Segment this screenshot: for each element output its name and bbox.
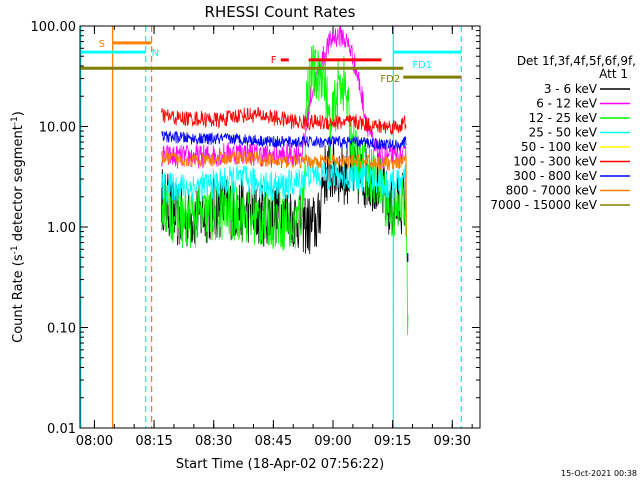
x-axis-label: Start Time (18-Apr-02 07:56:22) (176, 457, 384, 472)
axes: 08:00 08:15 08:30 08:45 09:00 09:15 09:30 0.01 0… (31, 20, 480, 449)
y-tick-label: 100.00 (31, 20, 77, 35)
y-axis-label-prefix: Count Rate (s (11, 254, 26, 343)
series-line-12-25-kev (161, 45, 409, 335)
x-tick-label: 09:00 (314, 434, 351, 449)
legend-label-800-7000-kev: 800 - 7000 keV (506, 184, 598, 198)
plot-area (80, 25, 462, 428)
legend-header-line1: Det 1f,3f,4f,5f,6f,9f, (517, 54, 636, 68)
y-tick-label: 0.10 (47, 322, 76, 337)
legend-label-50-100-kev: 50 - 100 keV (521, 140, 598, 154)
footer-timestamp: 15-Oct-2021 00:38 (561, 469, 637, 478)
x-tick-label: 09:15 (374, 434, 411, 449)
y-axis-label-sup1: -1 (10, 245, 20, 254)
x-tick-label: 08:45 (255, 434, 292, 449)
flag-bars: S N F FD1 FD2 (80, 39, 462, 85)
y-axis-label: Count Rate (s-1 detector segment-1) (10, 111, 26, 343)
flag-label-f: F (271, 55, 277, 66)
legend-label-12-25-kev: 12 - 25 keV (529, 111, 598, 125)
y-tick-label: 1.00 (47, 221, 76, 236)
series-line-300-800-kev (161, 130, 407, 151)
legend-label-3-6-kev: 3 - 6 keV (544, 82, 598, 96)
legend-header-line2: Att 1 (599, 67, 628, 81)
flag-label-fd1: FD1 (412, 60, 432, 71)
legend-label-100-300-kev: 100 - 300 keV (513, 155, 597, 169)
y-tick-label: 0.01 (47, 422, 76, 437)
flag-label-n: N (152, 48, 159, 59)
flag-label-s: S (99, 39, 105, 50)
legend: Det 1f,3f,4f,5f,6f,9f, Att 1 3 - 6 keV6 … (490, 54, 636, 212)
x-tick-label: 09:30 (434, 434, 471, 449)
legend-label-7000-15000-kev: 7000 - 15000 keV (490, 198, 597, 212)
x-tick-label: 08:30 (195, 434, 232, 449)
chart-title: RHESSI Count Rates (205, 3, 356, 21)
y-axis-label-suffix: ) (11, 111, 26, 116)
series-line-100-300-kev (161, 106, 407, 135)
flag-label-fd2: FD2 (380, 74, 400, 85)
y-axis-label-sup2: -1 (10, 116, 20, 125)
x-tick-label: 08:15 (135, 434, 172, 449)
legend-label-25-50-kev: 25 - 50 keV (529, 126, 598, 140)
legend-label-6-12-kev: 6 - 12 keV (536, 97, 598, 111)
y-axis-label-mid: detector segment (11, 125, 26, 245)
legend-label-300-800-kev: 300 - 800 keV (513, 169, 597, 183)
y-tick-label: 10.00 (39, 121, 76, 136)
series-line-800-7000-kev (161, 150, 407, 171)
x-tick-label: 08:00 (76, 434, 113, 449)
